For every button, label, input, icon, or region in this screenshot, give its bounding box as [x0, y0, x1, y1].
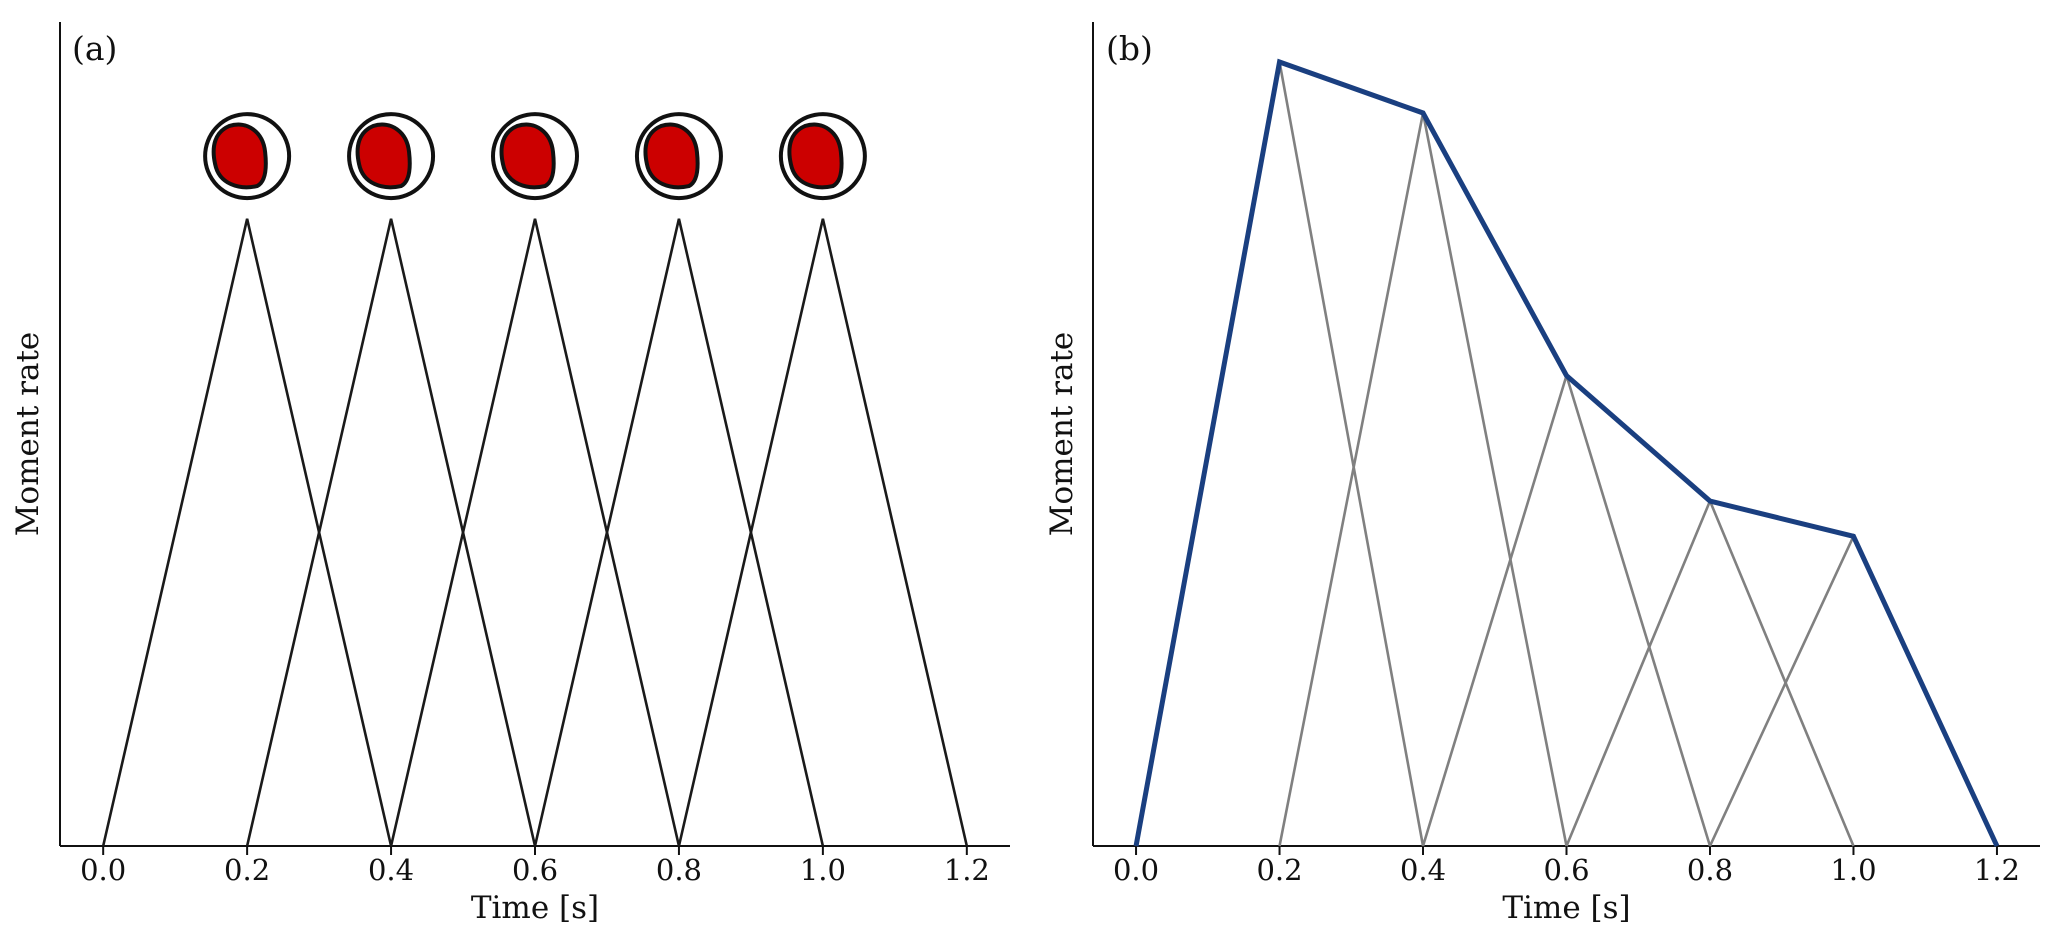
x-tick-label: 0.0	[1113, 853, 1159, 887]
x-tick-label: 1.0	[1830, 853, 1876, 887]
x-tick-label: 1.0	[800, 853, 846, 887]
panel-a: 0.0 0.2 0.4 0.6 0.8 1.0 1.2 Time [s] Moment rate…	[10, 22, 1010, 926]
x-axis-label: Time [s]	[1502, 890, 1630, 926]
focal-mechanism-beachball-icon	[778, 112, 867, 201]
x-tick-label: 1.2	[944, 853, 990, 887]
triangle-series-1	[101, 218, 393, 847]
panel-b: 0.0 0.2 0.4 0.6 0.8 1.0 1.2 Time [s] Moment rate…	[1044, 22, 2040, 926]
total-moment-rate-line	[1133, 58, 2000, 848]
x-tick-label: 0.2	[224, 853, 270, 887]
triangle-series-2	[245, 218, 537, 847]
triangle-series-2	[1278, 112, 1568, 847]
y-axis-label: Moment rate	[10, 332, 46, 537]
triangle-series-3	[1421, 371, 1712, 847]
x-tick-label: 0.2	[1256, 853, 1302, 887]
focal-mechanism-beachball-icon	[634, 112, 723, 201]
triangle-series-4	[1565, 497, 1855, 847]
x-tick-label: 1.2	[1974, 853, 2020, 887]
x-tick-label: 0.0	[80, 853, 126, 887]
panel-label: (b)	[1106, 29, 1153, 68]
x-tick-label: 0.4	[1400, 853, 1446, 887]
x-tick-label: 0.6	[512, 853, 558, 887]
triangle-series-1	[1134, 61, 1425, 847]
panel-label: (a)	[72, 29, 117, 68]
x-axis-label: Time [s]	[471, 890, 599, 926]
triangle-series-5	[1708, 533, 1999, 847]
x-tick-label: 0.8	[656, 853, 702, 887]
triangle-series-3	[389, 218, 681, 847]
focal-mechanism-beachball-icon	[347, 112, 436, 201]
focal-mechanism-beachball-icon	[491, 112, 579, 201]
x-tick-label: 0.6	[1543, 853, 1589, 887]
x-tick-label: 0.4	[368, 853, 414, 887]
triangle-series-5	[677, 218, 969, 847]
y-axis-label: Moment rate	[1044, 332, 1080, 537]
focal-mechanism-beachball-icon	[203, 112, 292, 201]
triangle-series-4	[533, 218, 825, 847]
x-tick-label: 0.8	[1687, 853, 1733, 887]
